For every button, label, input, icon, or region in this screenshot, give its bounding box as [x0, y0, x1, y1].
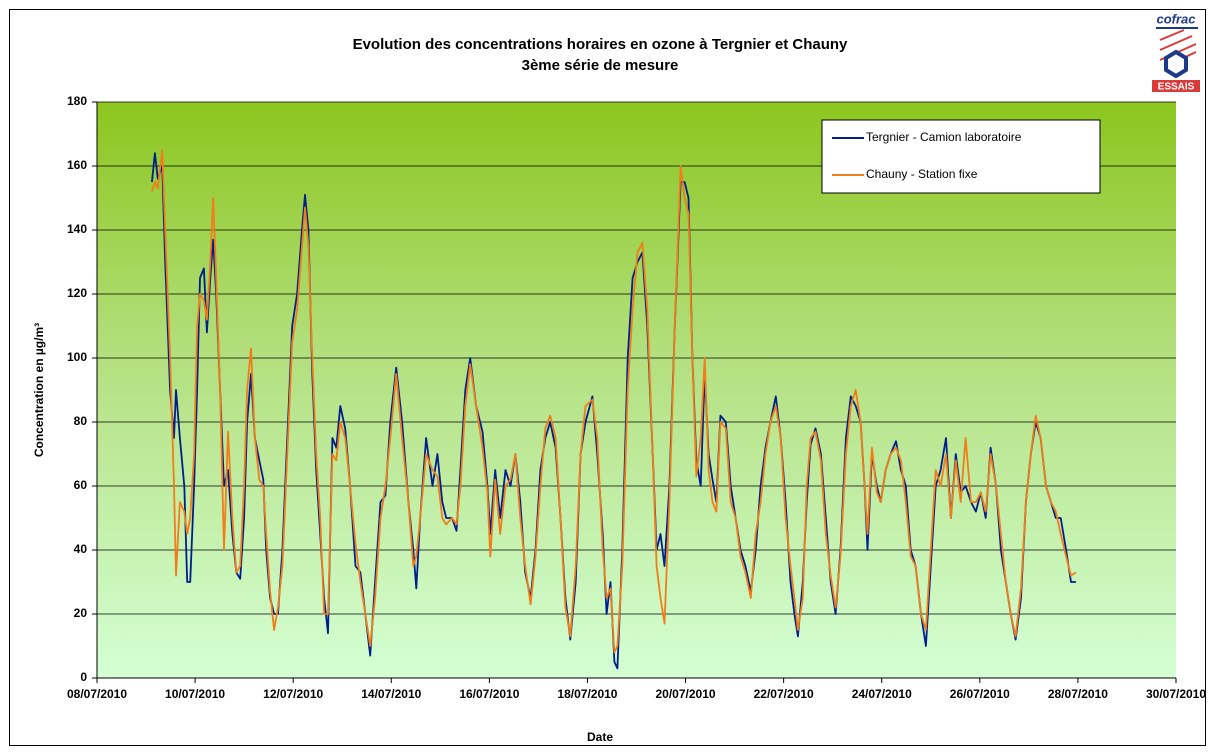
legend-label: Tergnier - Camion laboratoire	[866, 130, 1022, 144]
legend-label: Chauny - Station fixe	[866, 167, 978, 181]
x-axis-label: Date	[587, 730, 613, 744]
legend-box	[821, 119, 1101, 194]
x-tick-label: 22/07/2010	[754, 687, 814, 701]
logo-hexagon	[1164, 49, 1188, 79]
plot-area	[97, 102, 1176, 678]
y-tick-label: 80	[74, 414, 88, 428]
logo-subtext: ESSAIS	[1158, 82, 1195, 93]
x-tick-label: 20/07/2010	[656, 687, 716, 701]
logo: cofrac ESSAIS	[1152, 11, 1200, 93]
y-tick-label: 40	[74, 542, 88, 556]
x-tick-label: 14/07/2010	[361, 687, 421, 701]
x-tick-label: 24/07/2010	[852, 687, 912, 701]
x-tick-label: 30/07/2010	[1146, 687, 1206, 701]
x-tick-label: 16/07/2010	[459, 687, 519, 701]
series-line	[151, 149, 1077, 654]
logo-stripes	[1159, 29, 1197, 67]
x-tick-label: 28/07/2010	[1048, 687, 1108, 701]
x-tick-label: 18/07/2010	[557, 687, 617, 701]
y-tick-label: 140	[67, 222, 87, 236]
logo-band	[1152, 80, 1200, 92]
x-tick-label: 26/07/2010	[950, 687, 1010, 701]
y-tick-label: 120	[67, 286, 87, 300]
y-tick-label: 100	[67, 350, 87, 364]
y-tick-label: 0	[80, 670, 87, 684]
x-tick-label: 10/07/2010	[165, 687, 225, 701]
x-tick-label: 08/07/2010	[67, 687, 127, 701]
x-tick-label: 12/07/2010	[263, 687, 323, 701]
y-tick-label: 20	[74, 606, 88, 620]
chart-title: Evolution des concentrations horaires en…	[353, 36, 848, 53]
chart-subtitle: 3ème série de mesure	[522, 57, 679, 74]
y-axis-label: Concentration en µg/m³	[32, 323, 46, 457]
y-tick-label: 60	[74, 478, 88, 492]
y-tick-label: 160	[67, 158, 87, 172]
logo-text: cofrac	[1156, 11, 1196, 26]
y-tick-label: 180	[67, 94, 87, 108]
